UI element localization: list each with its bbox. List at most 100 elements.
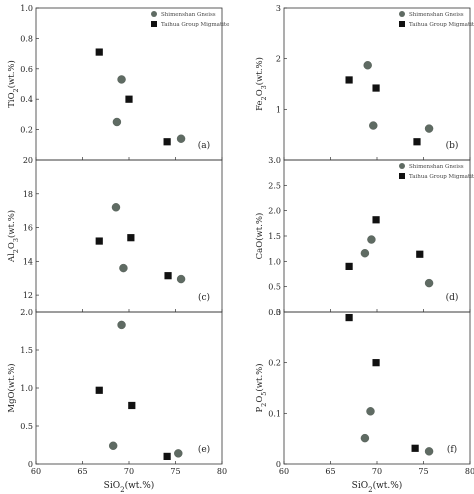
y-tick-label: 1.0 (268, 257, 281, 266)
data-point-square (95, 237, 103, 245)
y-tick-label: 0 (276, 308, 281, 317)
y-tick-label: 1.0 (20, 4, 33, 13)
y-tick-label: 12 (23, 291, 33, 300)
data-point-square (128, 401, 136, 410)
data-point-circle (367, 235, 376, 244)
y-tick-label: 20 (23, 156, 33, 165)
y-tick-label: 0.6 (20, 65, 33, 74)
x-tick-label: 70 (372, 467, 382, 476)
y-tick-label: 0.2 (20, 126, 33, 135)
data-point-circle (176, 274, 186, 284)
y-tick-label: 0.5 (20, 422, 33, 431)
y-tick-label: 0.4 (20, 95, 33, 104)
panel-b: 1 2 3 Fe2O3(wt.%) (b) Shimenshan Gneiss Taihua… (254, 4, 474, 161)
y-tick-label: 0.3 (268, 308, 281, 317)
data-point-square (95, 48, 103, 56)
y-tick-label: 3.0 (268, 156, 281, 165)
data-point-square (164, 272, 172, 280)
data-point-square (416, 250, 424, 258)
panel-label: (b) (446, 140, 459, 151)
y-tick-label: 0.1 (268, 409, 281, 418)
y-tick-label: 2 (276, 55, 281, 64)
y-tick-label: 1.0 (20, 384, 33, 393)
legend-square-marker (399, 21, 405, 27)
panel-label: (a) (198, 140, 210, 151)
data-point-circle (111, 203, 121, 212)
data-point-square (411, 444, 419, 452)
y-tick-label: 1.5 (268, 232, 281, 241)
x-axis-label: SiO2(wt.%) (104, 480, 155, 494)
data-point-square (345, 262, 353, 270)
data-point-circle (363, 61, 372, 70)
y-tick-label: 1.5 (20, 346, 33, 355)
y-tick-label: 0.5 (268, 283, 281, 292)
legend-square-marker (399, 173, 405, 179)
legend-label: Taihua Group Migmatite (409, 174, 474, 180)
panel-d: 0 0.5 1.0 1.5 2.0 2.5 3.0 CaO(wt.%) (d) Shimensha… (254, 156, 474, 317)
data-point-circle (424, 124, 434, 133)
x-tick-label: 80 (465, 467, 474, 476)
x-tick-label: 70 (124, 467, 134, 476)
x-tick-label: 60 (31, 467, 41, 476)
data-point-circle (117, 75, 126, 84)
plot-frame (283, 311, 471, 465)
x-tick-label: 75 (170, 467, 180, 476)
x-tick-label: 80 (217, 467, 227, 476)
data-point-circle (176, 134, 186, 143)
y-axis-label: TiO2(wt.%) (6, 60, 20, 108)
legend-square-marker (151, 21, 157, 27)
legend-circle-marker (399, 163, 405, 169)
y-axis-label: P2O5(wt.%) (254, 363, 268, 412)
y-tick-label: 14 (23, 257, 33, 266)
y-tick-label: 1 (276, 105, 281, 114)
data-point-circle (360, 249, 370, 258)
plot-frame (35, 311, 223, 465)
panel-a: 0.2 0.4 0.6 0.8 1.0 TiO2(wt.%) (a) Shimenshan G… (6, 4, 229, 161)
data-point-square (345, 313, 353, 322)
data-point-square (125, 95, 133, 103)
data-point-square (345, 76, 353, 84)
y-tick-label: 0 (276, 460, 281, 469)
data-point-circle (108, 441, 118, 450)
plot-frame (283, 7, 471, 161)
legend-label: Shimenshan Gneiss (409, 12, 464, 18)
y-axis-label: MgO(wt.%) (6, 363, 17, 412)
data-point-square (372, 216, 380, 224)
data-point-circle (112, 117, 122, 127)
legend-circle-marker (151, 11, 157, 17)
panel-label: (e) (198, 444, 210, 455)
data-point-square (95, 386, 103, 394)
data-point-square (372, 84, 380, 92)
data-point-circle (424, 447, 434, 456)
y-axis-label: Al2O3(wt.%) (6, 210, 20, 263)
y-tick-label: 2.5 (268, 181, 281, 190)
panel-c: 12 14 16 18 20 Al2O3(wt.%) (c) (6, 156, 223, 313)
x-axis-label: SiO2(wt.%) (352, 480, 403, 494)
plot-frame (35, 7, 223, 161)
y-tick-label: 18 (23, 190, 33, 199)
y-tick-label: 2.0 (20, 308, 33, 317)
panel-f: 0 0.1 0.2 0.3 60 65 70 75 80 P2O5(wt.%) SiO2(wt.%)… (254, 308, 474, 494)
data-point-circle (360, 433, 370, 443)
legend-label: Taihua Group Migmatite (161, 22, 229, 28)
y-tick-label: 0 (28, 460, 33, 469)
panel-label: (f) (447, 444, 457, 455)
legend-label: Shimenshan Gneiss (409, 164, 464, 170)
plot-frame (283, 159, 471, 313)
y-tick-label: 16 (23, 224, 33, 233)
x-tick-label: 75 (418, 467, 428, 476)
y-tick-label: 0.8 (20, 34, 33, 43)
data-point-circle (117, 320, 126, 330)
y-axis-label: Fe2O3(wt.%) (254, 57, 268, 111)
data-point-circle (369, 121, 378, 130)
legend-label: Shimenshan Gneiss (161, 12, 216, 18)
panel-label: (d) (446, 292, 459, 303)
legend-circle-marker (399, 11, 405, 17)
y-tick-label: 2.0 (268, 207, 281, 216)
data-point-circle (174, 449, 183, 458)
y-tick-label: 0.2 (268, 359, 281, 368)
data-point-square (163, 452, 171, 460)
data-point-square (127, 234, 135, 242)
x-tick-label: 65 (77, 467, 87, 476)
